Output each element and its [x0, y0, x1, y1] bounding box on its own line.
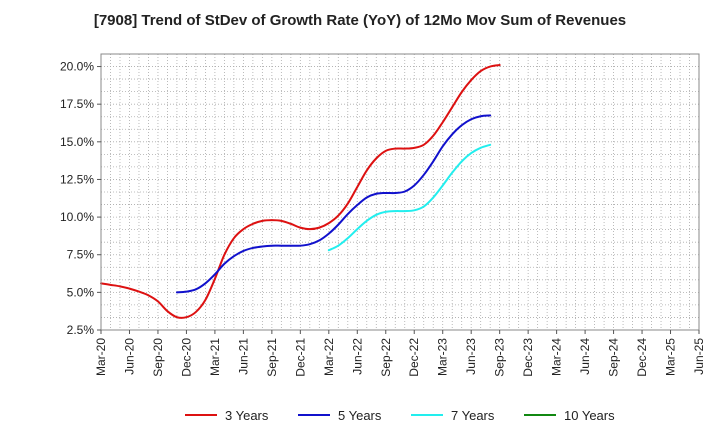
series-line-3-years: [100, 64, 501, 319]
x-tick-label: Dec-23: [521, 338, 535, 377]
x-tick-label: Mar-24: [550, 338, 564, 376]
series-lines: [100, 64, 501, 319]
x-tick-label: Mar-22: [322, 338, 336, 376]
series-line-7-years: [327, 143, 492, 252]
x-tick-label: Dec-20: [179, 338, 193, 377]
x-tick-label: Sep-23: [493, 338, 507, 377]
x-tick-label: Sep-24: [607, 338, 621, 377]
x-tick-label: Mar-25: [664, 338, 678, 376]
chart-title: [7908] Trend of StDev of Growth Rate (Yo…: [93, 12, 627, 29]
x-axis-ticks: Mar-20 Jun-20 Sep-20 Dec-20 Mar-21 Jun-21 Sep-…: [94, 330, 706, 377]
x-tick-label: Sep-22: [379, 338, 393, 377]
y-axis-ticks: 2.5% 5.0% 7.5% 10.0% 12.5% 15.0% 17.5% 20.0%: [60, 60, 101, 337]
x-tick-label: Jun-23: [464, 338, 478, 375]
y-tick-label: 5.0%: [67, 285, 95, 299]
plot-frame: [100, 53, 700, 331]
legend-label-7-years: 7 Years: [451, 408, 495, 423]
legend-label-10-years: 10 Years: [564, 408, 615, 423]
y-tick-label: 17.5%: [60, 97, 94, 111]
legend-label-3-years: 3 Years: [225, 408, 269, 423]
y-tick-label: 20.0%: [60, 60, 94, 74]
legend: 3 Years 5 Years 7 Years 10 Years: [185, 408, 615, 423]
x-tick-label: Mar-20: [94, 338, 108, 376]
x-tick-label: Jun-25: [692, 338, 706, 375]
y-tick-label: 2.5%: [67, 323, 95, 337]
x-tick-label: Jun-22: [350, 338, 364, 375]
x-tick-label: Mar-23: [436, 338, 450, 376]
x-tick-label: Jun-21: [236, 338, 250, 375]
x-tick-label: Jun-24: [578, 338, 592, 375]
legend-label-5-years: 5 Years: [338, 408, 382, 423]
y-tick-label: 12.5%: [60, 172, 94, 186]
x-tick-label: Dec-22: [407, 338, 421, 377]
x-tick-label: Jun-20: [122, 338, 136, 375]
y-tick-label: 15.0%: [60, 135, 94, 149]
x-tick-label: Dec-24: [635, 338, 649, 377]
y-tick-label: 10.0%: [60, 210, 94, 224]
x-tick-label: Sep-20: [151, 338, 165, 377]
x-tick-label: Mar-21: [208, 338, 222, 376]
series-line-5-years: [175, 114, 492, 294]
x-tick-label: Dec-21: [293, 338, 307, 377]
y-tick-label: 7.5%: [67, 248, 95, 262]
x-tick-label: Sep-21: [265, 338, 279, 377]
